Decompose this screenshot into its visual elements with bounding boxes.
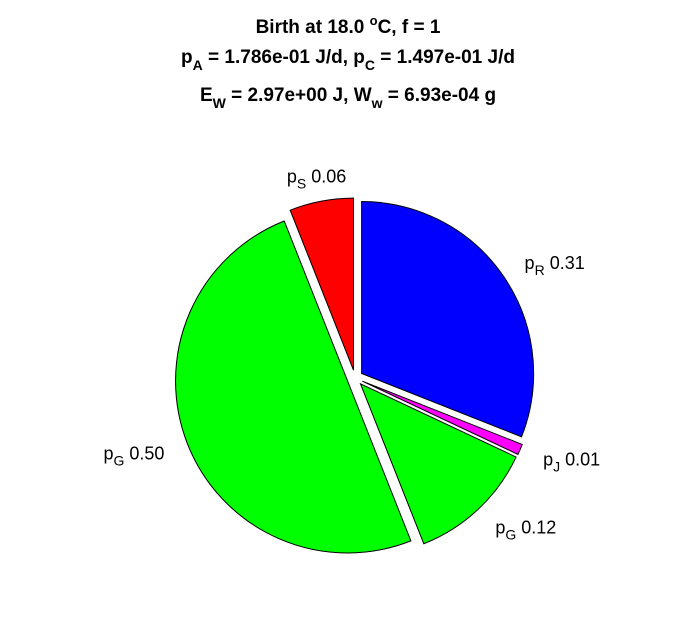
pie-slice-label-0: pR 0.31 (525, 253, 585, 278)
pie-slice-label-1: pJ 0.01 (543, 449, 600, 474)
title-line-3: EW = 2.97e+00 J, Ww = 6.93e-04 g (200, 85, 496, 111)
pie-slice-label-3: pG 0.50 (103, 443, 164, 468)
title-line-2: pA = 1.786e-01 J/d, pC = 1.497e-01 J/d (181, 47, 515, 73)
pie-slice-1 (362, 380, 523, 456)
pie-slices (175, 197, 535, 554)
pie-slice-3 (175, 220, 412, 554)
pie-labels: pR 0.31 pJ 0.01 pG 0.12 pG 0.50 pS 0.06 (103, 167, 600, 543)
pie-slice-2 (359, 382, 517, 545)
pie-slice-label-4: pS 0.06 (287, 167, 346, 192)
chart-title: Birth at 18.0 oC, f = 1 pA = 1.786e-01 J… (181, 13, 515, 111)
pie-slice-label-2: pG 0.12 (495, 517, 556, 542)
title-line-1: Birth at 18.0 oC, f = 1 (256, 13, 441, 38)
pie-slice-4 (289, 197, 355, 371)
pie-slice-0 (361, 201, 535, 438)
